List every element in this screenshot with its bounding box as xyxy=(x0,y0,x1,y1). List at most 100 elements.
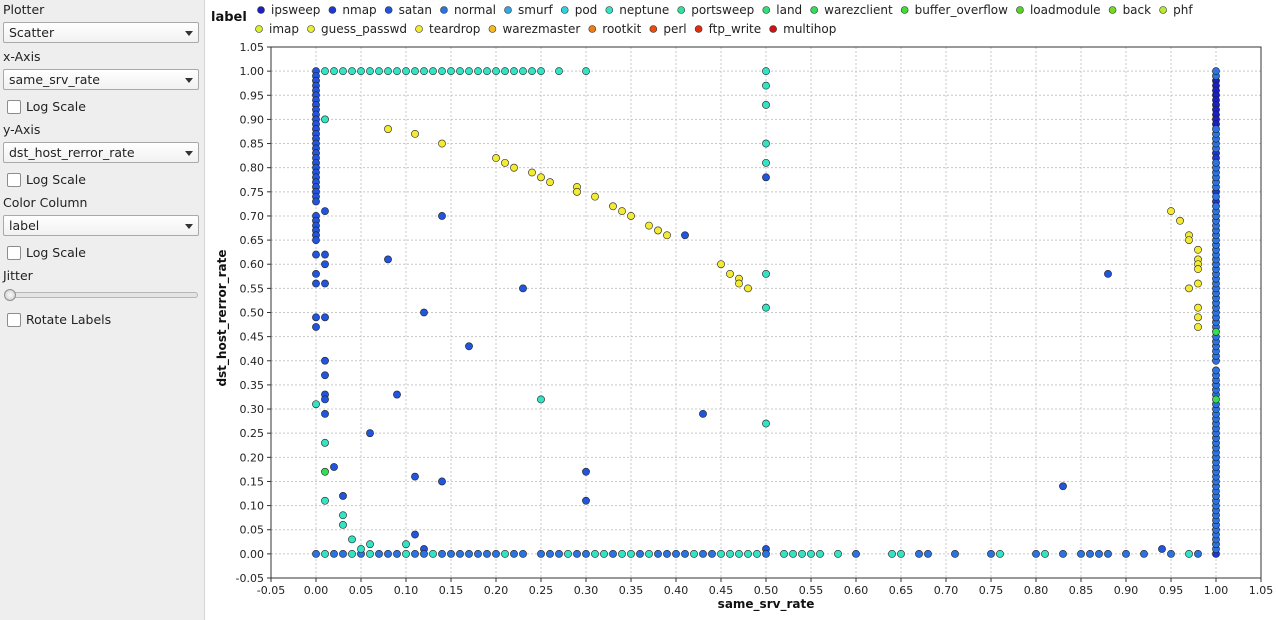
data-point-teardrop xyxy=(654,226,662,235)
legend-marker xyxy=(1159,6,1167,14)
data-point-teardrop xyxy=(1167,207,1175,216)
data-point-normal xyxy=(384,549,392,558)
y-log-scale-checkbox[interactable] xyxy=(7,173,21,187)
x-tick-label: 0.45 xyxy=(709,584,734,597)
legend-item-teardrop: teardrop xyxy=(415,22,480,36)
data-point-teardrop xyxy=(609,202,617,211)
x-log-scale-label: Log Scale xyxy=(26,99,86,114)
x-tick-label: 0.55 xyxy=(799,584,824,597)
data-point-normal xyxy=(1212,158,1220,167)
data-point-teardrop xyxy=(528,168,536,177)
plotter-select[interactable]: Scatter xyxy=(3,22,199,43)
data-point-normal xyxy=(1212,366,1220,375)
y-tick-label: 0.35 xyxy=(240,379,265,392)
data-point-teardrop xyxy=(618,207,626,216)
y-tick-label: 0.20 xyxy=(240,451,265,464)
data-point-satan xyxy=(321,395,329,404)
data-point-neptune xyxy=(366,549,374,558)
data-point-neptune xyxy=(591,549,599,558)
data-point-neptune xyxy=(1041,549,1049,558)
data-point-teardrop xyxy=(1194,245,1202,254)
data-point-neptune xyxy=(735,549,743,558)
data-point-neptune xyxy=(996,549,1004,558)
legend-label: perl xyxy=(663,22,686,36)
jitter-slider-track[interactable] xyxy=(6,292,198,298)
legend-marker xyxy=(440,6,448,14)
legend-marker xyxy=(257,6,265,14)
y-log-scale-label: Log Scale xyxy=(26,172,86,187)
legend-label: satan xyxy=(399,3,432,17)
y-tick-label: 0.75 xyxy=(240,186,265,199)
data-point-satan xyxy=(699,409,707,418)
data-point-teardrop xyxy=(537,173,545,182)
settings-panel: Plotter Scatter x-Axis same_srv_rate Log… xyxy=(0,0,205,620)
data-point-neptune xyxy=(375,67,383,76)
legend-marker xyxy=(255,25,263,33)
data-point-normal xyxy=(546,549,554,558)
data-point-normal xyxy=(330,549,338,558)
legend-label: buffer_overflow xyxy=(915,3,1008,17)
data-point-neptune xyxy=(474,67,482,76)
data-point-teardrop xyxy=(627,212,635,220)
data-point-satan xyxy=(438,477,446,486)
data-point-neptune xyxy=(762,419,770,428)
data-point-neptune xyxy=(348,67,356,76)
x-tick-label: 0.85 xyxy=(1069,584,1094,597)
data-point-neptune xyxy=(348,535,356,544)
rotate-labels-checkbox[interactable] xyxy=(7,313,21,327)
data-point-satan xyxy=(330,463,338,471)
data-point-normal xyxy=(510,549,518,558)
data-point-neptune xyxy=(717,549,725,558)
data-point-satan xyxy=(1104,269,1112,278)
data-point-neptune xyxy=(897,549,905,558)
data-point-teardrop xyxy=(546,178,554,187)
y-tick-label: 0.65 xyxy=(240,234,265,247)
data-point-normal xyxy=(582,549,590,558)
data-point-normal xyxy=(1212,192,1220,201)
data-point-satan xyxy=(312,197,320,206)
data-point-teardrop xyxy=(1194,265,1202,273)
data-point-satan xyxy=(312,313,320,322)
y-axis-label: dst_host_rerror_rate xyxy=(215,249,230,386)
data-point-neptune xyxy=(519,67,527,76)
data-point-neptune xyxy=(753,549,761,558)
data-point-teardrop xyxy=(384,125,392,133)
x-tick-label: 0.30 xyxy=(574,584,599,597)
data-point-normal xyxy=(672,549,680,558)
data-point-neptune xyxy=(357,67,365,76)
data-point-teardrop xyxy=(1194,303,1202,312)
x-axis-select[interactable]: same_srv_rate xyxy=(3,69,199,90)
data-point-neptune xyxy=(528,67,536,76)
y-tick-label: 0.90 xyxy=(240,113,265,126)
x-tick-label: 0.90 xyxy=(1114,584,1139,597)
legend-item-satan: satan xyxy=(384,3,432,17)
data-point-neptune xyxy=(564,549,572,558)
y-tick-label: 0.80 xyxy=(240,162,265,175)
x-tick-label: 0.75 xyxy=(979,584,1004,597)
color-column-select[interactable]: label xyxy=(3,215,199,236)
jitter-slider-handle[interactable] xyxy=(4,289,16,301)
y-axis-select[interactable]: dst_host_rerror_rate xyxy=(3,142,199,163)
legend-label: ftp_write xyxy=(709,22,762,36)
legend-item-warezmaster: warezmaster xyxy=(488,22,580,36)
data-point-satan xyxy=(321,279,329,288)
color-log-scale-checkbox[interactable] xyxy=(7,246,21,260)
legend-label: guess_passwd xyxy=(321,22,407,36)
data-point-neptune xyxy=(501,549,509,558)
data-point-normal xyxy=(1167,549,1175,558)
data-point-normal xyxy=(483,549,491,558)
data-point-normal xyxy=(519,549,527,558)
x-log-scale-checkbox[interactable] xyxy=(7,100,21,114)
x-axis-value: same_srv_rate xyxy=(9,72,100,87)
data-point-satan xyxy=(384,255,392,264)
legend-marker xyxy=(307,25,315,33)
legend-item-land: land xyxy=(762,3,802,17)
data-point-satan xyxy=(393,390,401,399)
y-tick-label: 0.45 xyxy=(240,331,265,344)
data-point-normal xyxy=(420,549,428,558)
data-point-neptune xyxy=(456,67,464,76)
legend-item-pod: pod xyxy=(560,3,597,17)
data-point-normal xyxy=(1077,549,1085,558)
legend-marker xyxy=(1016,6,1024,14)
data-point-neptune xyxy=(321,67,329,76)
